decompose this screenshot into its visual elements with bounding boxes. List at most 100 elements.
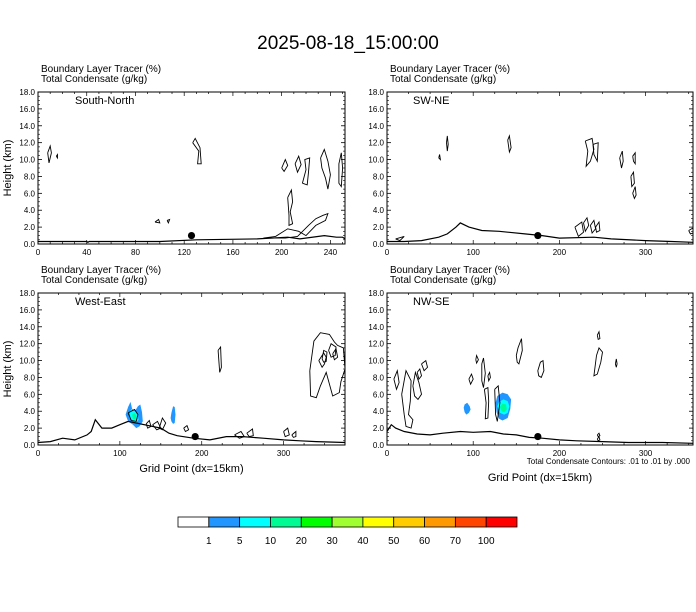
condensate-contour (291, 430, 297, 438)
x-axis-label: Grid Point (dx=15km) (139, 463, 243, 475)
colorbar-label: 30 (327, 536, 339, 547)
condensate-contour (401, 369, 414, 429)
y-tick-label: 10.0 (19, 156, 35, 165)
y-tick-label: 4.0 (373, 407, 385, 416)
condensate-contour (416, 367, 422, 381)
panel-data (38, 332, 345, 444)
condensate-contour (320, 148, 331, 190)
y-tick-label: 8.0 (24, 172, 36, 181)
condensate-contour (154, 218, 161, 224)
tracer-fill (499, 403, 507, 413)
condensate-contour (446, 135, 449, 152)
y-tick-label: 14.0 (368, 122, 384, 131)
x-tick-label: 120 (178, 248, 192, 257)
condensate-contour (630, 170, 635, 188)
colorbar-label: 20 (296, 536, 308, 547)
panel-header-tracer: Boundary Layer Tracer (%) (390, 64, 510, 75)
condensate-contour (475, 353, 479, 365)
plot-frame (386, 292, 694, 446)
x-tick-label: 200 (553, 449, 567, 458)
x-tick-label: 0 (385, 449, 390, 458)
y-tick-label: 2.0 (373, 424, 385, 433)
y-tick-label: 10.0 (368, 156, 384, 165)
panel-header-condensate: Total Condensate (g/kg) (41, 275, 147, 286)
colorbar-swatch (208, 516, 241, 528)
panel-name: South-North (75, 95, 134, 107)
y-tick-label: 12.0 (368, 139, 384, 148)
y-tick-label: 6.0 (24, 189, 36, 198)
colorbar-label: 1 (206, 536, 212, 547)
condensate-contour (332, 347, 339, 361)
condensate-contour (395, 235, 405, 242)
x-tick-label: 300 (277, 449, 291, 458)
panel-sw-ne: Boundary Layer Tracer (%)Total Condensat… (368, 64, 694, 257)
condensate-contour (281, 158, 289, 173)
condensate-contour (55, 153, 58, 160)
y-tick-label: 18.0 (19, 289, 35, 298)
colorbar-swatch (485, 516, 518, 528)
condensate-contour (632, 151, 636, 166)
plot-frame (37, 292, 346, 446)
plot-frame (37, 91, 346, 245)
x-tick-label: 100 (113, 449, 127, 458)
y-tick-label: 2.0 (24, 424, 36, 433)
panel-name: West-East (75, 296, 126, 308)
y-tick-label: 8.0 (24, 373, 36, 382)
panel-nw-se: Boundary Layer Tracer (%)Total Condensat… (368, 265, 694, 484)
x-tick-label: 40 (82, 248, 91, 257)
condensate-contour (192, 137, 202, 165)
condensate-contour (481, 357, 486, 388)
tracer-fill (463, 402, 471, 415)
y-tick-label: 4.0 (24, 206, 36, 215)
panel-header-condensate: Total Condensate (g/kg) (390, 74, 496, 85)
condensate-contour (328, 343, 337, 358)
y-tick-label: 0.0 (373, 441, 385, 450)
condensate-contour (287, 188, 294, 227)
condensate-contour (537, 359, 545, 379)
terrain-line (38, 418, 345, 444)
colorbar-label: 50 (388, 536, 400, 547)
colorbar-swatch (454, 516, 487, 528)
y-tick-label: 8.0 (373, 373, 385, 382)
y-tick-label: 8.0 (373, 172, 385, 181)
colorbar-label: 60 (419, 536, 431, 547)
condensate-contour (574, 221, 584, 238)
panel-header-tracer: Boundary Layer Tracer (%) (390, 265, 510, 276)
y-tick-label: 14.0 (19, 122, 35, 131)
x-tick-label: 0 (36, 449, 41, 458)
y-tick-label: 16.0 (19, 105, 35, 114)
condensate-contour (246, 428, 254, 438)
panel-name: NW-SE (413, 296, 449, 308)
condensate-contour (321, 349, 328, 363)
y-tick-label: 6.0 (373, 390, 385, 399)
x-axis-label: Grid Point (dx=15km) (488, 472, 592, 484)
panel-data (387, 330, 693, 444)
condensate-contour (301, 157, 311, 186)
y-tick-label: 16.0 (19, 306, 35, 315)
condensate-contour (688, 227, 693, 235)
panel-west-east: Boundary Layer Tracer (%)Total Condensat… (2, 265, 346, 475)
terrain-line (387, 423, 693, 444)
y-tick-label: 14.0 (19, 323, 35, 332)
condensate-contour (595, 220, 601, 233)
colorbar-label: 5 (237, 536, 243, 547)
location-marker (191, 432, 199, 441)
condensate-contour (583, 216, 590, 233)
condensate-contour (592, 142, 599, 163)
panel-name: SW-NE (413, 95, 449, 107)
location-marker (534, 432, 542, 441)
condensate-contour (507, 134, 512, 154)
condensate-contour (596, 435, 601, 442)
condensate-contour (294, 154, 302, 174)
y-tick-label: 18.0 (368, 289, 384, 298)
colorbar-swatch (362, 516, 395, 528)
panel-data (38, 137, 345, 244)
panel-data (387, 134, 693, 243)
tracer-fill (170, 406, 176, 424)
terrain-line (387, 222, 693, 243)
y-tick-label: 12.0 (19, 340, 35, 349)
x-tick-label: 300 (639, 248, 653, 257)
condensate-contour (589, 219, 597, 234)
colorbar-swatch (331, 516, 364, 528)
